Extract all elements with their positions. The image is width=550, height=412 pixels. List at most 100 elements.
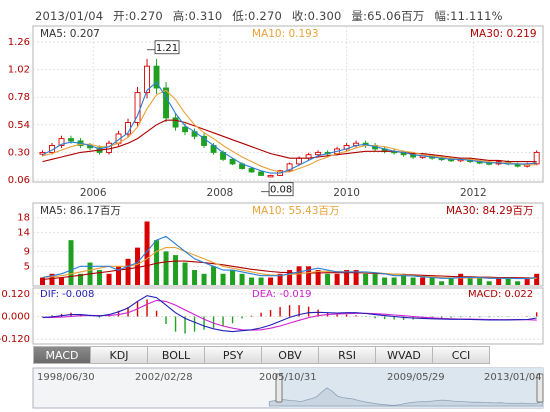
price-panel-frame — [32, 25, 544, 183]
tab-cci[interactable]: CCI — [433, 346, 490, 364]
price-candle — [248, 168, 255, 173]
volume-bar — [106, 273, 112, 285]
volume-bar — [49, 273, 55, 285]
macd-y-tick-label: 0.120 — [1, 289, 30, 300]
volume-bar — [40, 277, 46, 285]
price-x-tick-label: 2006 — [80, 187, 107, 199]
volume-bar — [496, 277, 502, 285]
volume-bar — [182, 262, 188, 285]
price-candle — [58, 138, 65, 146]
range-navigator[interactable]: 1998/06/30 2002/02/28 2005/10/31 2009/05… — [32, 367, 544, 409]
volume-bar — [505, 277, 511, 285]
macd-y-tick-label: -0.120 — [0, 334, 30, 345]
navigator-label-1: 1998/06/30 — [37, 372, 95, 383]
price-candle — [68, 138, 74, 142]
volume-bar — [116, 266, 122, 285]
volume-ma30-line — [42, 260, 537, 280]
volume-bar — [211, 266, 217, 285]
price-y-tick-label: 1.26 — [8, 37, 30, 48]
volume-bar — [372, 273, 378, 285]
price-x-tick-label: 2008 — [207, 187, 234, 199]
volume-bar — [220, 273, 226, 285]
volume-bar — [524, 277, 530, 285]
volume-bar — [515, 281, 521, 285]
volume-bar — [239, 273, 245, 285]
tab-boll[interactable]: BOLL — [148, 346, 205, 364]
price-high-annotation-box — [154, 40, 180, 55]
volume-bar — [458, 273, 464, 285]
volume-bar — [325, 273, 331, 285]
volume-bar — [334, 273, 340, 285]
macd-dif-line — [42, 295, 537, 333]
volume-bar — [163, 251, 169, 285]
price-ma10-line — [42, 89, 537, 173]
volume-bar — [410, 277, 416, 285]
volume-legend-ma30: MA30: 84.29百万 — [446, 205, 534, 217]
quote-low: 低:0.270 — [232, 9, 282, 23]
price-low-annotation-box — [268, 182, 294, 197]
volume-bar — [268, 277, 274, 285]
volume-y-tick-label: 18 — [17, 213, 30, 224]
navigator-label-3: 2005/10/31 — [259, 372, 317, 383]
navigator-label-4: 2009/05/29 — [387, 372, 445, 383]
volume-bar — [258, 277, 264, 285]
volume-bar — [135, 247, 141, 285]
volume-bar — [439, 281, 445, 285]
volume-bar — [467, 277, 473, 285]
price-candle — [315, 151, 322, 156]
volume-bar — [486, 281, 492, 285]
navigator-right-handle[interactable] — [536, 373, 544, 403]
quote-date: 2013/01/04 — [35, 9, 104, 23]
volume-bar — [429, 277, 435, 285]
price-y-tick-label: 0.30 — [8, 147, 30, 158]
navigator-left-handle[interactable] — [275, 373, 283, 403]
tab-obv[interactable]: OBV — [262, 346, 319, 364]
volume-bar — [353, 270, 359, 285]
chart-marks — [39, 58, 540, 334]
volume-bar — [201, 273, 207, 285]
quote-change: 幅:11.111% — [434, 9, 503, 23]
price-high-annotation: 1.21 — [156, 43, 178, 54]
macd-legend-macd: MACD: 0.022 — [468, 289, 533, 300]
price-ma5-line — [42, 81, 537, 174]
volume-bar — [534, 273, 540, 285]
price-candle — [258, 171, 265, 176]
price-candle — [267, 174, 274, 178]
quote-header: 2013/01/04 开:0.270 高:0.310 低:0.270 收:0.3… — [35, 8, 509, 24]
chart-labels: 1.26 1.02 0.78 0.54 0.30 0.06 2006 2008 2010 2012… — [0, 37, 487, 345]
volume-bar — [401, 273, 407, 285]
price-legend-ma30: MA30: 0.219 — [470, 28, 537, 40]
navigator-label-2: 2002/02/28 — [135, 372, 193, 383]
volume-bar — [192, 270, 198, 285]
volume-legend-ma5: MA5: 86.17百万 — [40, 205, 121, 217]
tab-rsi[interactable]: RSI — [319, 346, 376, 364]
volume-bar — [391, 277, 397, 285]
price-candle — [153, 65, 160, 89]
volume-bar — [363, 273, 369, 285]
navigator-area — [268, 387, 543, 407]
price-x-tick-label: 2010 — [333, 187, 360, 199]
tab-psy[interactable]: PSY — [205, 346, 262, 364]
quote-open: 开:0.270 — [113, 9, 163, 23]
volume-legend-ma10: MA10: 55.43百万 — [252, 205, 340, 217]
price-x-tick-label: 2012 — [460, 187, 487, 199]
volume-bar — [97, 270, 103, 285]
price-candle — [172, 117, 179, 128]
price-candle — [106, 142, 112, 153]
volume-bar — [173, 255, 179, 285]
tab-kdj[interactable]: KDJ — [91, 346, 148, 364]
price-ma30-line — [42, 119, 537, 163]
volume-bar — [154, 240, 160, 285]
volume-ma5-line — [42, 235, 537, 280]
macd-legend-dif: DIF: -0.008 — [40, 289, 94, 300]
tab-wvad[interactable]: WVAD — [376, 346, 433, 364]
tab-macd[interactable]: MACD — [33, 346, 91, 364]
volume-bar — [249, 277, 255, 285]
volume-bar — [277, 273, 283, 285]
price-candle — [163, 87, 169, 119]
volume-bar — [230, 270, 236, 285]
volume-bar — [59, 277, 65, 285]
volume-bar — [344, 270, 350, 285]
navigator-label-5: 2013/01/04 — [484, 372, 542, 383]
